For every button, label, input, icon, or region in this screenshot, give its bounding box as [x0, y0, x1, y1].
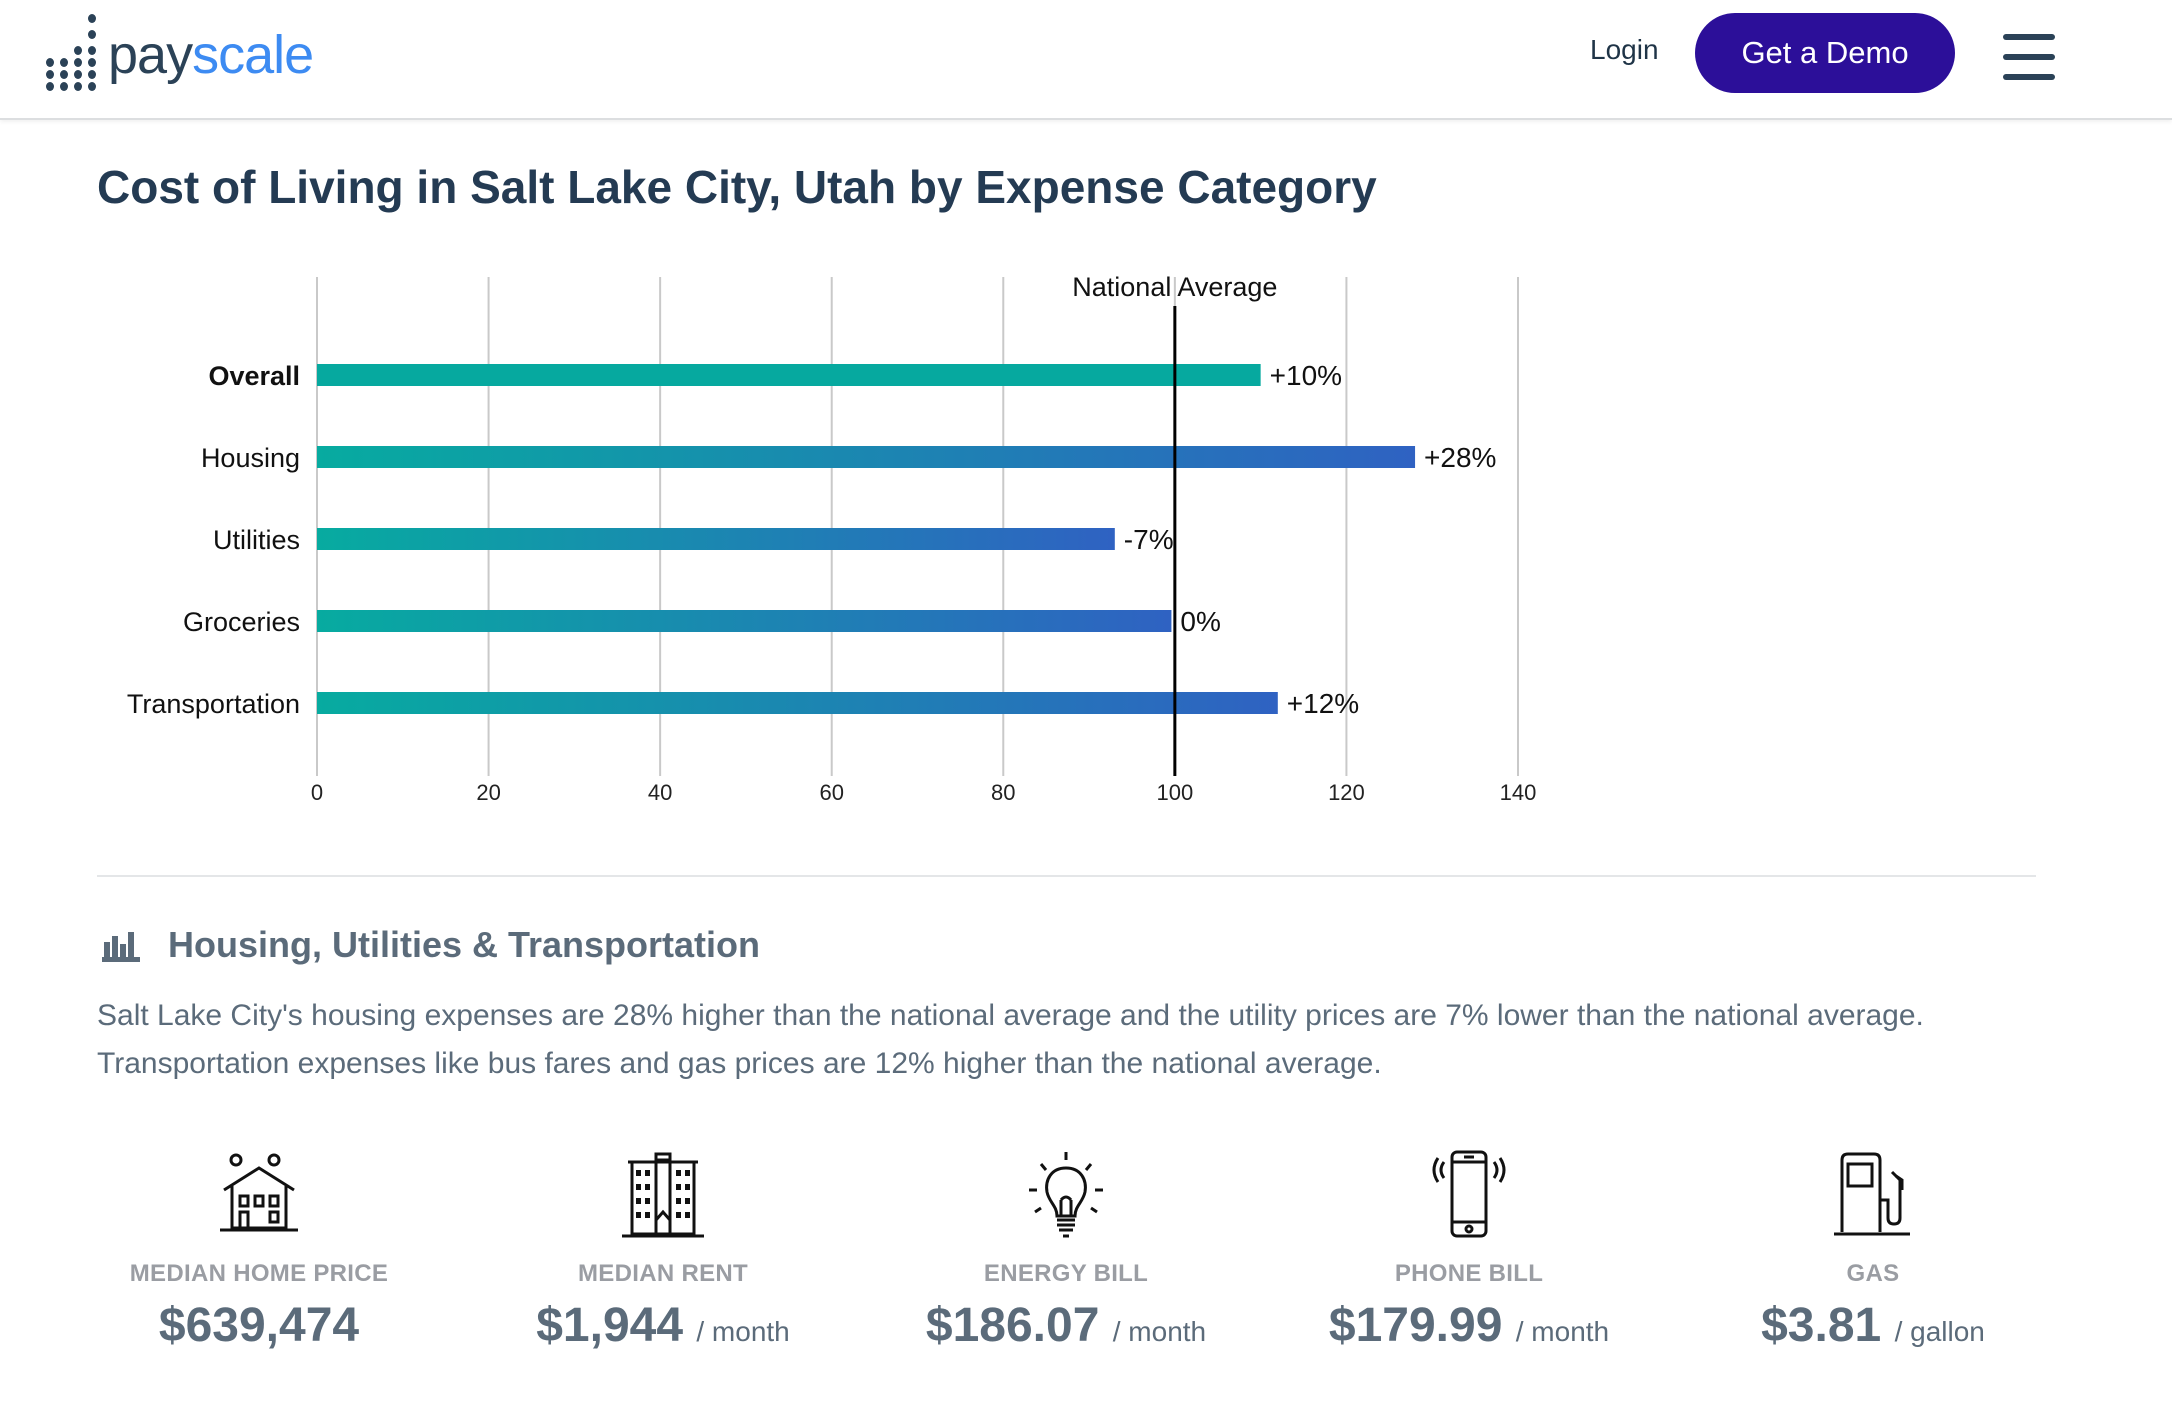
- stat-label: ENERGY BILL: [983, 1260, 1149, 1287]
- stat-value: $639,474: [158, 1299, 360, 1352]
- description-line: Salt Lake City's housing expenses are 28…: [97, 999, 1924, 1032]
- stat-median-home-price: MEDIAN HOME PRICE $639,474: [59, 1150, 459, 1353]
- stat-label: MEDIAN RENT: [578, 1260, 748, 1287]
- bar-transportation: [317, 692, 1278, 714]
- stat-label: MEDIAN HOME PRICE: [129, 1260, 389, 1287]
- stat-label: PHONE BILL: [1394, 1260, 1544, 1287]
- category-label: Groceries: [183, 607, 300, 637]
- get-a-demo-button[interactable]: Get a Demo: [1695, 13, 1955, 93]
- category-label: Utilities: [213, 525, 300, 555]
- page-title: Cost of Living in Salt Lake City, Utah b…: [97, 161, 1377, 213]
- stat-energy-bill: ENERGY BILL $186.07 / month: [866, 1150, 1266, 1353]
- divider: [97, 875, 2036, 877]
- x-tick-label: 0: [311, 780, 323, 805]
- description-line: Transportation expenses like bus fares a…: [97, 1047, 1382, 1080]
- category-label: Transportation: [127, 689, 300, 719]
- logo-dots-icon: [44, 12, 102, 96]
- category-label: Overall: [208, 361, 300, 391]
- stat-unit: / gallon: [1894, 1316, 1985, 1347]
- login-link[interactable]: Login: [1590, 34, 1659, 65]
- bar-overall: [317, 364, 1261, 386]
- stat-unit: / month: [696, 1316, 790, 1347]
- bar-value-label: +12%: [1287, 688, 1359, 719]
- house-icon: [220, 1153, 298, 1232]
- bar-utilities: [317, 528, 1115, 550]
- logo-text: payscale: [108, 25, 314, 85]
- phone-icon: [1432, 1150, 1506, 1238]
- section-title: Housing, Utilities & Transportation: [168, 924, 761, 965]
- x-tick-label: 100: [1156, 780, 1193, 805]
- bar-value-label: -7%: [1124, 524, 1174, 555]
- bar-housing: [317, 446, 1416, 468]
- stat-value: $3.81: [1761, 1299, 1882, 1352]
- x-tick-label: 20: [476, 780, 500, 805]
- bar-value-label: +10%: [1270, 360, 1342, 391]
- stat-value: $186.07: [925, 1299, 1100, 1352]
- national-average-label: National Average: [1072, 272, 1277, 302]
- stat-label: GAS: [1846, 1260, 1900, 1287]
- category-label: Housing: [201, 443, 300, 473]
- apartment-building-icon: [622, 1152, 704, 1238]
- gas-pump-icon: [1834, 1152, 1910, 1236]
- bar-value-label: 0%: [1180, 606, 1220, 637]
- section-description: Salt Lake City's housing expenses are 28…: [97, 992, 2097, 1088]
- logo-text-scale: scale: [192, 25, 314, 85]
- light-bulb-icon: [1029, 1152, 1103, 1238]
- hamburger-icon[interactable]: [2003, 34, 2055, 80]
- x-tick-label: 140: [1500, 780, 1537, 805]
- logo-text-pay: pay: [108, 25, 193, 85]
- payscale-logo[interactable]: payscale: [44, 12, 314, 96]
- x-tick-label: 60: [819, 780, 843, 805]
- stat-value: $179.99: [1328, 1299, 1503, 1352]
- x-tick-label: 40: [648, 780, 672, 805]
- x-tick-label: 120: [1328, 780, 1365, 805]
- stat-value: $1,944: [536, 1299, 684, 1352]
- stat-gas: GAS $3.81 / gallon: [1673, 1150, 2073, 1353]
- bar-value-label: +28%: [1424, 442, 1496, 473]
- site-header: payscale Login Get a Demo: [0, 0, 2172, 120]
- x-tick-label: 80: [991, 780, 1015, 805]
- bar-groceries: [317, 610, 1172, 632]
- cost-of-living-chart: 0 20 40 60 80 100 120 140 Overall +10% Housing +28%…: [127, 272, 1537, 805]
- stat-unit: / month: [1515, 1316, 1610, 1347]
- stat-phone-bill: PHONE BILL $179.99 / month: [1269, 1150, 1669, 1353]
- stat-median-rent: MEDIAN RENT $1,944 / month: [463, 1150, 863, 1353]
- stat-unit: / month: [1112, 1316, 1207, 1347]
- bar-chart-icon: [102, 932, 140, 962]
